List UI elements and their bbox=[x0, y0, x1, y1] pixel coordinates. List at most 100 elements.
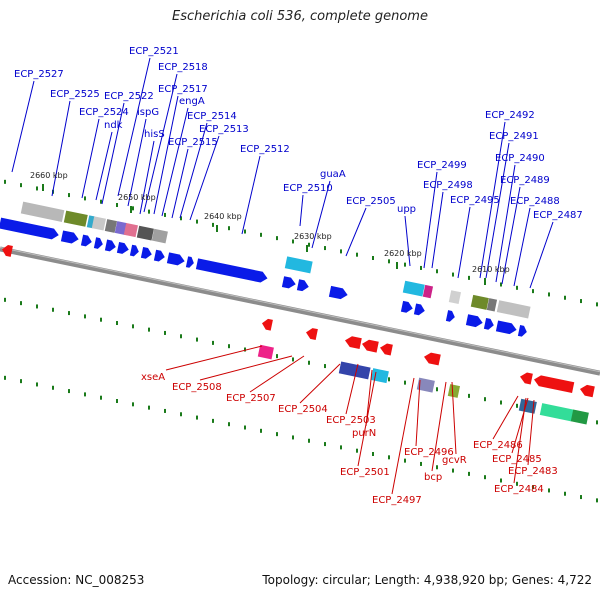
tick-outer-forward bbox=[228, 226, 230, 231]
tick-outer-reverse bbox=[276, 354, 278, 359]
tick-far-reverse bbox=[116, 399, 118, 404]
forward-feature-box bbox=[284, 256, 313, 274]
reverse-feature-box bbox=[416, 377, 435, 393]
tick-outer-forward bbox=[548, 292, 550, 297]
gene-label-ecp-2517: ECP_2517 bbox=[158, 84, 208, 95]
leader-line-enga bbox=[161, 107, 189, 217]
leader-line-gcvr bbox=[451, 381, 457, 455]
forward-feature-box bbox=[402, 280, 425, 297]
gene-label-ecp-2485: ECP_2485 bbox=[492, 454, 542, 465]
forward-gene-arrow bbox=[116, 242, 129, 254]
tick-far-reverse bbox=[4, 375, 6, 380]
leader-line-ecp-2515 bbox=[171, 148, 189, 219]
tick-outer-forward bbox=[516, 285, 518, 290]
leader-line-ispg bbox=[127, 118, 147, 207]
tick-outer-forward bbox=[356, 252, 358, 257]
forward-gene-arrow bbox=[465, 314, 483, 328]
forward-gene-arrow bbox=[153, 249, 165, 262]
tick-far-reverse bbox=[292, 435, 294, 440]
leader-line-ecp-2495 bbox=[457, 206, 471, 279]
backbone-layer bbox=[0, 246, 600, 376]
reverse-gene-arrow bbox=[534, 375, 575, 394]
tick-outer-reverse bbox=[164, 330, 166, 335]
reverse-gene-arrow bbox=[2, 245, 13, 257]
gene-label-ecp-2497: ECP_2497 bbox=[372, 495, 422, 506]
tick-far-reverse bbox=[308, 438, 310, 443]
leader-line-hiss bbox=[139, 140, 155, 215]
reverse-gene-arrow bbox=[424, 352, 441, 366]
scale-tick bbox=[306, 245, 308, 252]
gene-label-ecp-2507: ECP_2507 bbox=[226, 393, 276, 404]
tick-outer-reverse bbox=[308, 360, 310, 365]
tick-outer-reverse bbox=[180, 334, 182, 339]
tick-far-reverse bbox=[228, 422, 230, 427]
scale-label: 2620 kbp bbox=[384, 249, 422, 258]
reverse-feature-box bbox=[338, 361, 371, 380]
reverse-feature-box bbox=[447, 384, 461, 398]
tick-far-reverse bbox=[548, 488, 550, 493]
forward-gene-arrow bbox=[166, 252, 185, 266]
tick-outer-forward bbox=[308, 242, 310, 247]
reverse-gene-arrow bbox=[380, 343, 393, 356]
reverse-gene-arrow bbox=[580, 384, 595, 398]
forward-feature-box bbox=[114, 221, 128, 235]
tick-far-reverse bbox=[468, 471, 470, 476]
forward-gene-arrow bbox=[0, 217, 59, 240]
tick-outer-forward bbox=[292, 239, 294, 244]
reverse-feature-box bbox=[570, 409, 589, 425]
reverse-feature-box bbox=[539, 403, 574, 422]
tick-outer-reverse bbox=[484, 397, 486, 402]
gene-label-ecp-2486: ECP_2486 bbox=[473, 440, 523, 451]
forward-gene-arrow bbox=[195, 258, 268, 283]
leader-line-ecp-2486 bbox=[492, 395, 519, 440]
gene-label-guaa: guaA bbox=[320, 169, 346, 180]
forward-gene-arrow bbox=[400, 300, 413, 313]
forward-gene-arrow bbox=[517, 325, 527, 337]
forward-feature-box bbox=[422, 284, 434, 299]
leader-line-xsea bbox=[165, 345, 263, 371]
tick-outer-reverse bbox=[20, 301, 22, 306]
leader-line-ecp-2512 bbox=[241, 155, 261, 235]
tick-outer-forward bbox=[132, 206, 134, 211]
leader-line-ecp-2498 bbox=[431, 191, 444, 269]
reverse-gene-arrow bbox=[345, 336, 362, 350]
gene-label-ecp-2498: ECP_2498 bbox=[423, 180, 473, 191]
gene-label-ecp-2524: ECP_2524 bbox=[79, 107, 129, 118]
tick-outer-forward bbox=[20, 183, 22, 188]
scale-tick bbox=[216, 225, 218, 232]
tick-outer-forward bbox=[420, 265, 422, 270]
tick-outer-forward bbox=[116, 203, 118, 208]
leader-line-guaa bbox=[311, 180, 331, 249]
forward-feature-box bbox=[470, 294, 489, 310]
tick-outer-reverse bbox=[196, 337, 198, 342]
leader-line-ecp-2492 bbox=[479, 121, 506, 279]
tick-far-reverse bbox=[244, 425, 246, 430]
forward-gene-arrow bbox=[328, 285, 348, 300]
leader-line-ecp-2487 bbox=[529, 221, 554, 289]
leader-line-ecp-2521 bbox=[117, 57, 151, 197]
tick-outer-reverse bbox=[68, 311, 70, 316]
gene-label-ecp-2503: ECP_2503 bbox=[326, 415, 376, 426]
gene-label-xsea: xseA bbox=[141, 372, 165, 383]
tick-outer-forward bbox=[532, 289, 534, 294]
tick-outer-forward bbox=[596, 302, 598, 307]
tick-far-reverse bbox=[372, 452, 374, 457]
forward-feature-box bbox=[104, 219, 118, 233]
tick-far-reverse bbox=[484, 475, 486, 480]
tick-far-reverse bbox=[452, 468, 454, 473]
tick-outer-forward bbox=[580, 299, 582, 304]
tick-outer-reverse bbox=[500, 400, 502, 405]
leader-line-ecp-2483 bbox=[527, 399, 535, 466]
tick-outer-reverse bbox=[116, 321, 118, 326]
forward-gene-arrow bbox=[80, 234, 92, 247]
tick-layer bbox=[4, 179, 598, 503]
gene-label-purn: purN bbox=[352, 428, 376, 439]
tick-outer-forward bbox=[260, 232, 262, 237]
tick-outer-reverse bbox=[292, 357, 294, 362]
scale-label-layer: 2660 kbp 2650 kbp 2640 kbp 2630 kbp 2620 kbp… bbox=[30, 171, 510, 285]
gene-label-ispg: ispG bbox=[137, 107, 159, 118]
forward-feature-box bbox=[151, 228, 168, 244]
forward-gene-arrow bbox=[445, 310, 455, 322]
leader-line-ecp-2513 bbox=[189, 135, 220, 221]
tick-outer-forward bbox=[372, 256, 374, 261]
